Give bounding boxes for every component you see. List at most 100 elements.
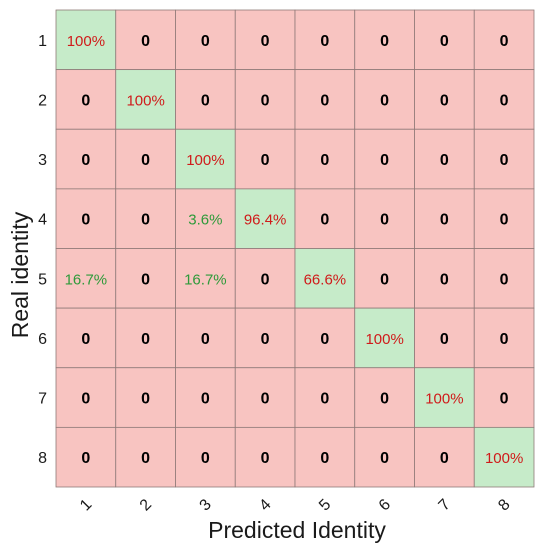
matrix-cell-r2-c4 bbox=[234, 69, 296, 130]
cell-value-r1-c5: 0 bbox=[320, 33, 329, 50]
matrix-cell-r2-c8 bbox=[473, 69, 535, 130]
cell-value-r5-c2: 0 bbox=[141, 271, 150, 288]
x-tick-label-4: 4 bbox=[256, 496, 274, 514]
cell-value-r3-c2: 0 bbox=[141, 152, 150, 169]
matrix-cell-r1-c6 bbox=[354, 9, 415, 71]
x-tick-label-1: 1 bbox=[77, 496, 95, 514]
cell-value-r1-c3: 0 bbox=[201, 33, 210, 50]
matrix-cell-r3-c2 bbox=[115, 128, 176, 190]
cell-value-r3-c3: 100% bbox=[186, 152, 224, 169]
cell-value-r7-c8: 0 bbox=[500, 391, 509, 408]
cell-value-r8-c5: 0 bbox=[320, 450, 329, 467]
cell-value-r5-c7: 0 bbox=[440, 271, 449, 288]
cell-value-r8-c3: 0 bbox=[201, 450, 210, 467]
x-tick-label-6: 6 bbox=[376, 496, 394, 514]
matrix-cell-r1-c5 bbox=[294, 9, 356, 71]
x-tick-label-8: 8 bbox=[495, 496, 513, 514]
cell-value-r4-c5: 0 bbox=[320, 212, 329, 229]
x-axis-label: Predicted Identity bbox=[208, 517, 386, 543]
cell-value-r6-c5: 0 bbox=[320, 331, 329, 348]
matrix-cell-r5-c3 bbox=[175, 248, 236, 309]
cell-value-r5-c5: 66.6% bbox=[304, 271, 347, 288]
matrix-cell-r7-c3 bbox=[175, 367, 236, 428]
matrix-cell-r5-c6 bbox=[354, 248, 415, 309]
matrix-cell-r6-c2 bbox=[115, 307, 176, 369]
matrix-cell-r3-c4 bbox=[234, 128, 296, 190]
cell-value-r3-c8: 0 bbox=[500, 152, 509, 169]
cell-value-r7-c5: 0 bbox=[320, 391, 329, 408]
matrix-cell-r5-c4 bbox=[234, 248, 296, 309]
y-tick-label-3: 3 bbox=[38, 152, 47, 169]
matrix-cell-r7-c8 bbox=[473, 367, 535, 428]
matrix-cell-r4-c3 bbox=[175, 188, 236, 249]
cells-layer: 100% 0 0 0 0 0 0 0 0 100% 0 0 0 0 0 0 0 0 100% 0 0 0 0 0 0 0 3.6% 9… bbox=[55, 9, 535, 488]
matrix-cell-r7-c1 bbox=[55, 367, 117, 428]
cell-value-r8-c2: 0 bbox=[141, 450, 150, 467]
cell-value-r7-c3: 0 bbox=[201, 391, 210, 408]
cell-value-r3-c6: 0 bbox=[380, 152, 389, 169]
y-tick-label-2: 2 bbox=[38, 92, 47, 109]
x-tick-label-7: 7 bbox=[436, 496, 454, 514]
cell-value-r4-c3: 3.6% bbox=[188, 212, 222, 229]
cell-value-r1-c1: 100% bbox=[67, 33, 105, 50]
cell-value-r5-c4: 0 bbox=[261, 271, 270, 288]
cell-value-r3-c4: 0 bbox=[261, 152, 270, 169]
matrix-cell-r8-c1 bbox=[55, 426, 117, 488]
matrix-cell-r1-c8 bbox=[473, 9, 535, 71]
cell-value-r4-c6: 0 bbox=[380, 212, 389, 229]
cell-value-r1-c7: 0 bbox=[440, 33, 449, 50]
cell-value-r4-c1: 0 bbox=[81, 212, 90, 229]
cell-value-r8-c6: 0 bbox=[380, 450, 389, 467]
cell-value-r8-c7: 0 bbox=[440, 450, 449, 467]
cell-value-r4-c4: 96.4% bbox=[244, 212, 287, 229]
cell-value-r2-c4: 0 bbox=[261, 92, 270, 109]
cell-value-r1-c8: 0 bbox=[500, 33, 509, 50]
matrix-cell-r7-c6 bbox=[354, 367, 415, 428]
cell-value-r7-c1: 0 bbox=[81, 391, 90, 408]
cell-value-r5-c6: 0 bbox=[380, 271, 389, 288]
matrix-cell-r1-c2 bbox=[115, 9, 176, 71]
y-tick-label-4: 4 bbox=[38, 212, 47, 229]
cell-value-r2-c8: 0 bbox=[500, 92, 509, 109]
matrix-cell-r4-c5 bbox=[294, 188, 356, 249]
cell-value-r3-c1: 0 bbox=[81, 152, 90, 169]
matrix-cell-r8-c6 bbox=[354, 426, 415, 488]
matrix-cell-r5-c7 bbox=[414, 248, 475, 309]
matrix-cell-r7-c7 bbox=[414, 367, 475, 428]
matrix-cell-r8-c8 bbox=[473, 426, 535, 488]
y-tick-label-5: 5 bbox=[38, 271, 47, 288]
matrix-cell-r5-c8 bbox=[473, 248, 535, 309]
cell-value-r5-c8: 0 bbox=[500, 271, 509, 288]
cell-value-r8-c1: 0 bbox=[81, 450, 90, 467]
matrix-cell-r8-c4 bbox=[234, 426, 296, 488]
y-tick-label-1: 1 bbox=[38, 33, 47, 50]
matrix-cell-r8-c2 bbox=[115, 426, 176, 488]
cell-value-r4-c7: 0 bbox=[440, 212, 449, 229]
matrix-cell-r5-c5 bbox=[294, 248, 356, 309]
matrix-cell-r3-c7 bbox=[414, 128, 475, 190]
x-tick-labels: 1 2 3 4 5 6 7 8 bbox=[77, 496, 514, 514]
y-axis-label: Real identity bbox=[7, 211, 33, 338]
y-tick-labels: 1 2 3 4 5 6 7 8 bbox=[38, 33, 47, 467]
x-tick-label-5: 5 bbox=[316, 496, 334, 514]
cell-value-r6-c3: 0 bbox=[201, 331, 210, 348]
cell-value-r2-c7: 0 bbox=[440, 92, 449, 109]
cell-value-r2-c2: 100% bbox=[126, 92, 164, 109]
cell-value-r7-c2: 0 bbox=[141, 391, 150, 408]
cell-value-r3-c7: 0 bbox=[440, 152, 449, 169]
matrix-cell-r1-c4 bbox=[234, 9, 296, 71]
cell-value-r2-c1: 0 bbox=[81, 92, 90, 109]
cell-value-r4-c2: 0 bbox=[141, 212, 150, 229]
matrix-cell-r8-c3 bbox=[175, 426, 236, 488]
cell-value-r1-c4: 0 bbox=[261, 33, 270, 50]
cell-value-r8-c4: 0 bbox=[261, 450, 270, 467]
cell-value-r2-c3: 0 bbox=[201, 92, 210, 109]
cell-value-r6-c2: 0 bbox=[141, 331, 150, 348]
matrix-cell-r3-c3 bbox=[175, 128, 236, 190]
cell-value-r2-c6: 0 bbox=[380, 92, 389, 109]
matrix-cell-r3-c5 bbox=[294, 128, 356, 190]
matrix-cell-r2-c6 bbox=[354, 69, 415, 130]
y-tick-label-6: 6 bbox=[38, 331, 47, 348]
